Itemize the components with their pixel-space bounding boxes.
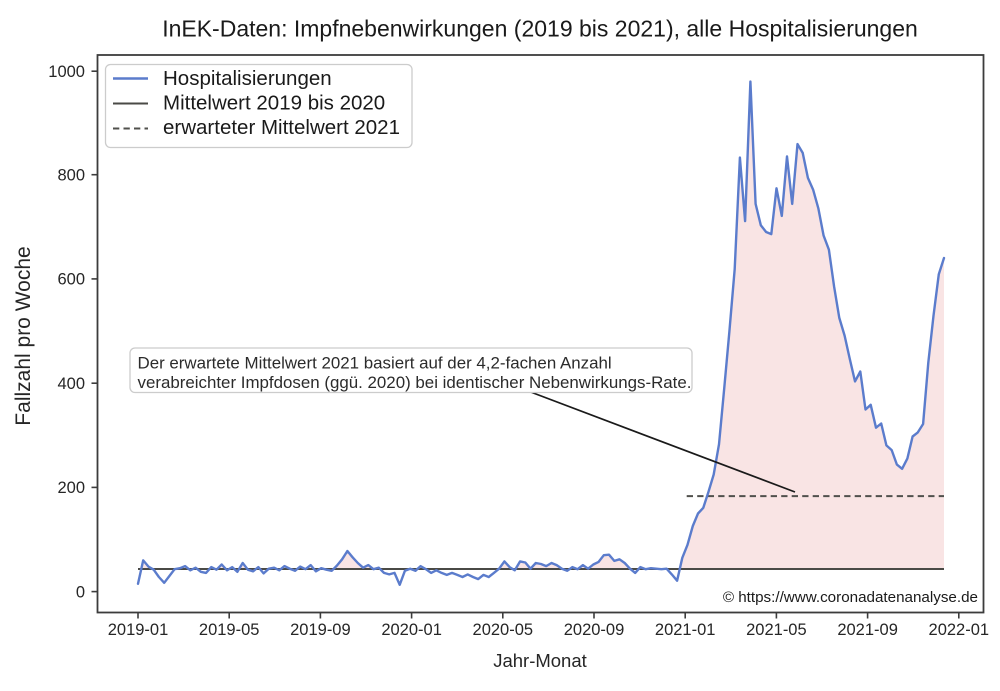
svg-text:Mittelwert 2019 bis 2020: Mittelwert 2019 bis 2020 xyxy=(163,92,385,115)
svg-text:Fallzahl pro Woche: Fallzahl pro Woche xyxy=(12,246,35,425)
svg-text:0: 0 xyxy=(76,583,85,601)
svg-text:2020-05: 2020-05 xyxy=(473,621,534,639)
svg-text:2020-01: 2020-01 xyxy=(381,621,442,639)
svg-text:2019-01: 2019-01 xyxy=(108,621,169,639)
svg-text:Jahr-Monat: Jahr-Monat xyxy=(493,650,587,671)
svg-text:2020-09: 2020-09 xyxy=(564,621,625,639)
svg-text:400: 400 xyxy=(57,375,85,393)
svg-text:2019-05: 2019-05 xyxy=(199,621,260,639)
svg-text:2022-01: 2022-01 xyxy=(929,621,990,639)
svg-text:Der erwartete Mittelwert 2021: Der erwartete Mittelwert 2021 basiert au… xyxy=(138,354,612,373)
svg-text:2021-01: 2021-01 xyxy=(655,621,716,639)
svg-text:InEK-Daten: Impfnebenwirkungen: InEK-Daten: Impfnebenwirkungen (2019 bis… xyxy=(162,16,918,42)
svg-text:2019-09: 2019-09 xyxy=(290,621,351,639)
svg-text:600: 600 xyxy=(57,271,85,289)
svg-text:1000: 1000 xyxy=(48,63,85,81)
svg-text:2021-05: 2021-05 xyxy=(746,621,807,639)
svg-text:200: 200 xyxy=(57,479,85,497)
svg-text:800: 800 xyxy=(57,167,85,185)
svg-text:Hospitalisierungen: Hospitalisierungen xyxy=(163,67,332,90)
svg-text:verabreichter Impfdosen (ggü.: verabreichter Impfdosen (ggü. 2020) bei … xyxy=(138,373,692,392)
svg-text:© https://www.coronadatenanaly: © https://www.coronadatenanalyse.de xyxy=(723,589,978,606)
svg-text:2021-09: 2021-09 xyxy=(837,621,898,639)
svg-text:erwarteter Mittelwert 2021: erwarteter Mittelwert 2021 xyxy=(163,116,400,139)
